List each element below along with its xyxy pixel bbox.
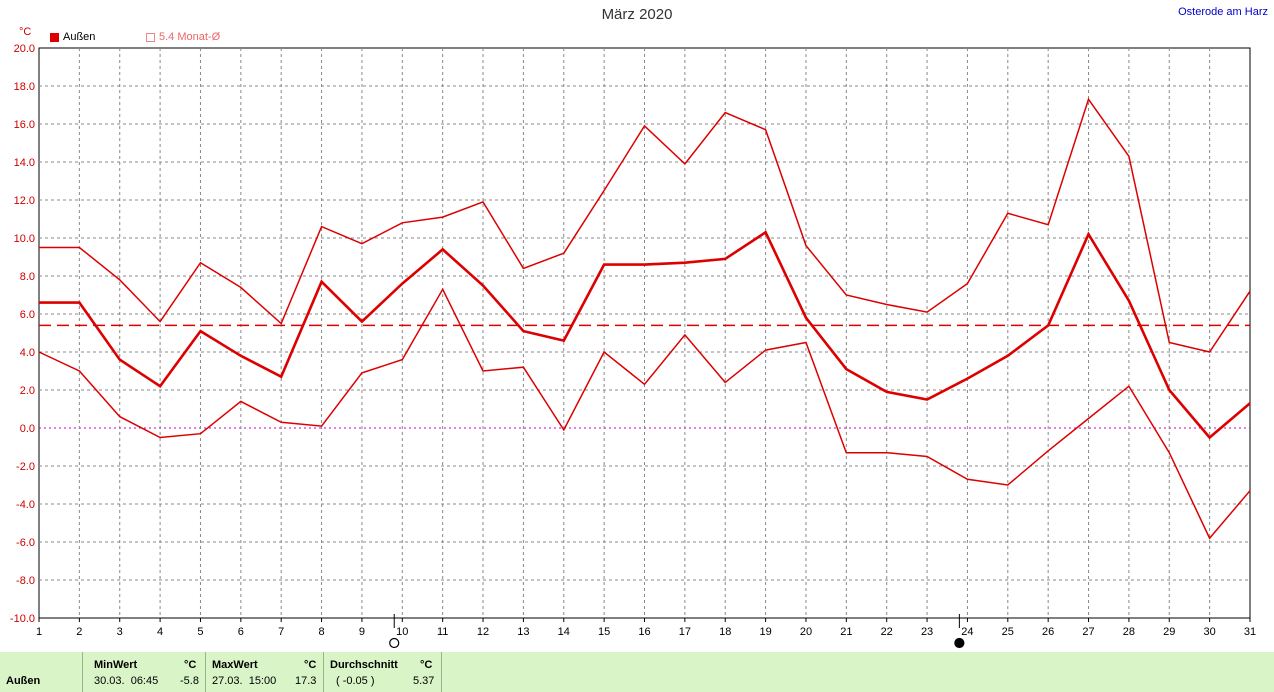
x-tick-label: 12: [477, 626, 489, 638]
y-tick-label: -2.0: [16, 461, 35, 473]
x-tick-label: 6: [238, 626, 244, 638]
grid: [38, 47, 1251, 619]
x-tick-label: 30: [1204, 626, 1216, 638]
temperature-chart: 20.0 18.0 16.0 14.0 12.0 10.0 8.0 6.0 4.0 2.0 0.0 -…: [10, 43, 1256, 649]
x-tick-label: 17: [679, 626, 691, 638]
min-when: 30.03. 06:45: [94, 675, 159, 687]
y-tick-label: 8.0: [20, 271, 35, 283]
legend-series-swatch: [50, 32, 59, 42]
x-tick-label: 25: [1002, 626, 1014, 638]
x-tick-label: 26: [1042, 626, 1054, 638]
x-tick-label: 20: [800, 626, 812, 638]
min-value: -5.8: [180, 675, 199, 687]
legend-series: Außen: [50, 31, 95, 43]
y-tick-label: -4.0: [16, 499, 35, 511]
x-tick-label: 14: [558, 626, 570, 638]
x-tick-label: 28: [1123, 626, 1135, 638]
y-tick-label: 18.0: [14, 81, 35, 93]
x-tick-label: 16: [638, 626, 650, 638]
new-moon-icon: [389, 637, 400, 649]
series-line-mean: [39, 230, 1251, 440]
y-tick-label: 14.0: [14, 157, 35, 169]
max-when: 27.03. 15:00: [212, 675, 277, 687]
series: [38, 97, 1251, 540]
avg-unit: °C: [420, 659, 433, 671]
min-unit: °C: [184, 659, 197, 671]
y-tick-label: -8.0: [16, 575, 35, 587]
stats-panel: Außen MinWert °C 30.03. 06:45 -5.8 MaxWe…: [0, 652, 1274, 692]
x-tick-label: 5: [197, 626, 203, 638]
y-tick-label: 20.0: [14, 43, 35, 55]
x-tick-label: 7: [278, 626, 284, 638]
avg-note: ( -0.05 ): [336, 675, 375, 687]
x-tick-label: 4: [157, 626, 163, 638]
x-tick-label: 8: [319, 626, 325, 638]
x-tick-label: 9: [359, 626, 365, 638]
x-tick-label: 21: [840, 626, 852, 638]
legend-average: 5.4 Monat-Ø: [146, 31, 220, 43]
y-tick-label: -10.0: [10, 613, 35, 625]
y-tick-label: 12.0: [14, 195, 35, 207]
axes: 20.0 18.0 16.0 14.0 12.0 10.0 8.0 6.0 4.0 2.0 0.0 -…: [10, 43, 1256, 638]
y-tick-label: 10.0: [14, 233, 35, 245]
x-tick-label: 27: [1082, 626, 1094, 638]
avg-header: Durchschnitt: [330, 659, 398, 671]
y-tick-label: -6.0: [16, 537, 35, 549]
stats-row-label: Außen: [6, 675, 41, 687]
y-tick-label: 2.0: [20, 385, 35, 397]
legend-average-label: 5.4 Monat-Ø: [159, 31, 221, 43]
location-label: Osterode am Harz: [1178, 6, 1268, 18]
avg-value: 5.37: [413, 675, 435, 687]
x-tick-label: 13: [517, 626, 529, 638]
x-tick-label: 11: [437, 626, 448, 638]
x-tick-label: 22: [881, 626, 893, 638]
x-tick-label: 24: [961, 626, 973, 638]
y-tick-label: 6.0: [20, 309, 35, 321]
max-value: 17.3: [295, 675, 317, 687]
y-tick-label: 4.0: [20, 347, 35, 359]
max-header: MaxWert: [212, 659, 258, 671]
x-tick-label: 1: [36, 626, 42, 638]
chart-title: März 2020: [601, 6, 673, 23]
x-tick-label: 3: [117, 626, 123, 638]
series-line-max: [39, 97, 1251, 353]
min-header: MinWert: [94, 659, 138, 671]
x-tick-label: 29: [1163, 626, 1175, 638]
x-tick-label: 10: [396, 626, 408, 638]
x-tick-label: 23: [921, 626, 933, 638]
x-tick-label: 18: [719, 626, 731, 638]
x-tick-label: 31: [1244, 626, 1256, 638]
full-moon-icon: [954, 637, 965, 649]
legend-series-label: Außen: [63, 31, 96, 43]
y-tick-label: 16.0: [14, 119, 35, 131]
series-line-min: [38, 287, 1251, 540]
max-unit: °C: [304, 659, 317, 671]
x-tick-label: 15: [598, 626, 610, 638]
y-axis-unit: °C: [19, 26, 32, 38]
legend-average-swatch: [146, 32, 155, 42]
y-tick-label: 0.0: [20, 423, 35, 435]
moon-phases: [389, 614, 965, 649]
x-tick-label: 2: [76, 626, 82, 638]
x-tick-label: 19: [759, 626, 771, 638]
